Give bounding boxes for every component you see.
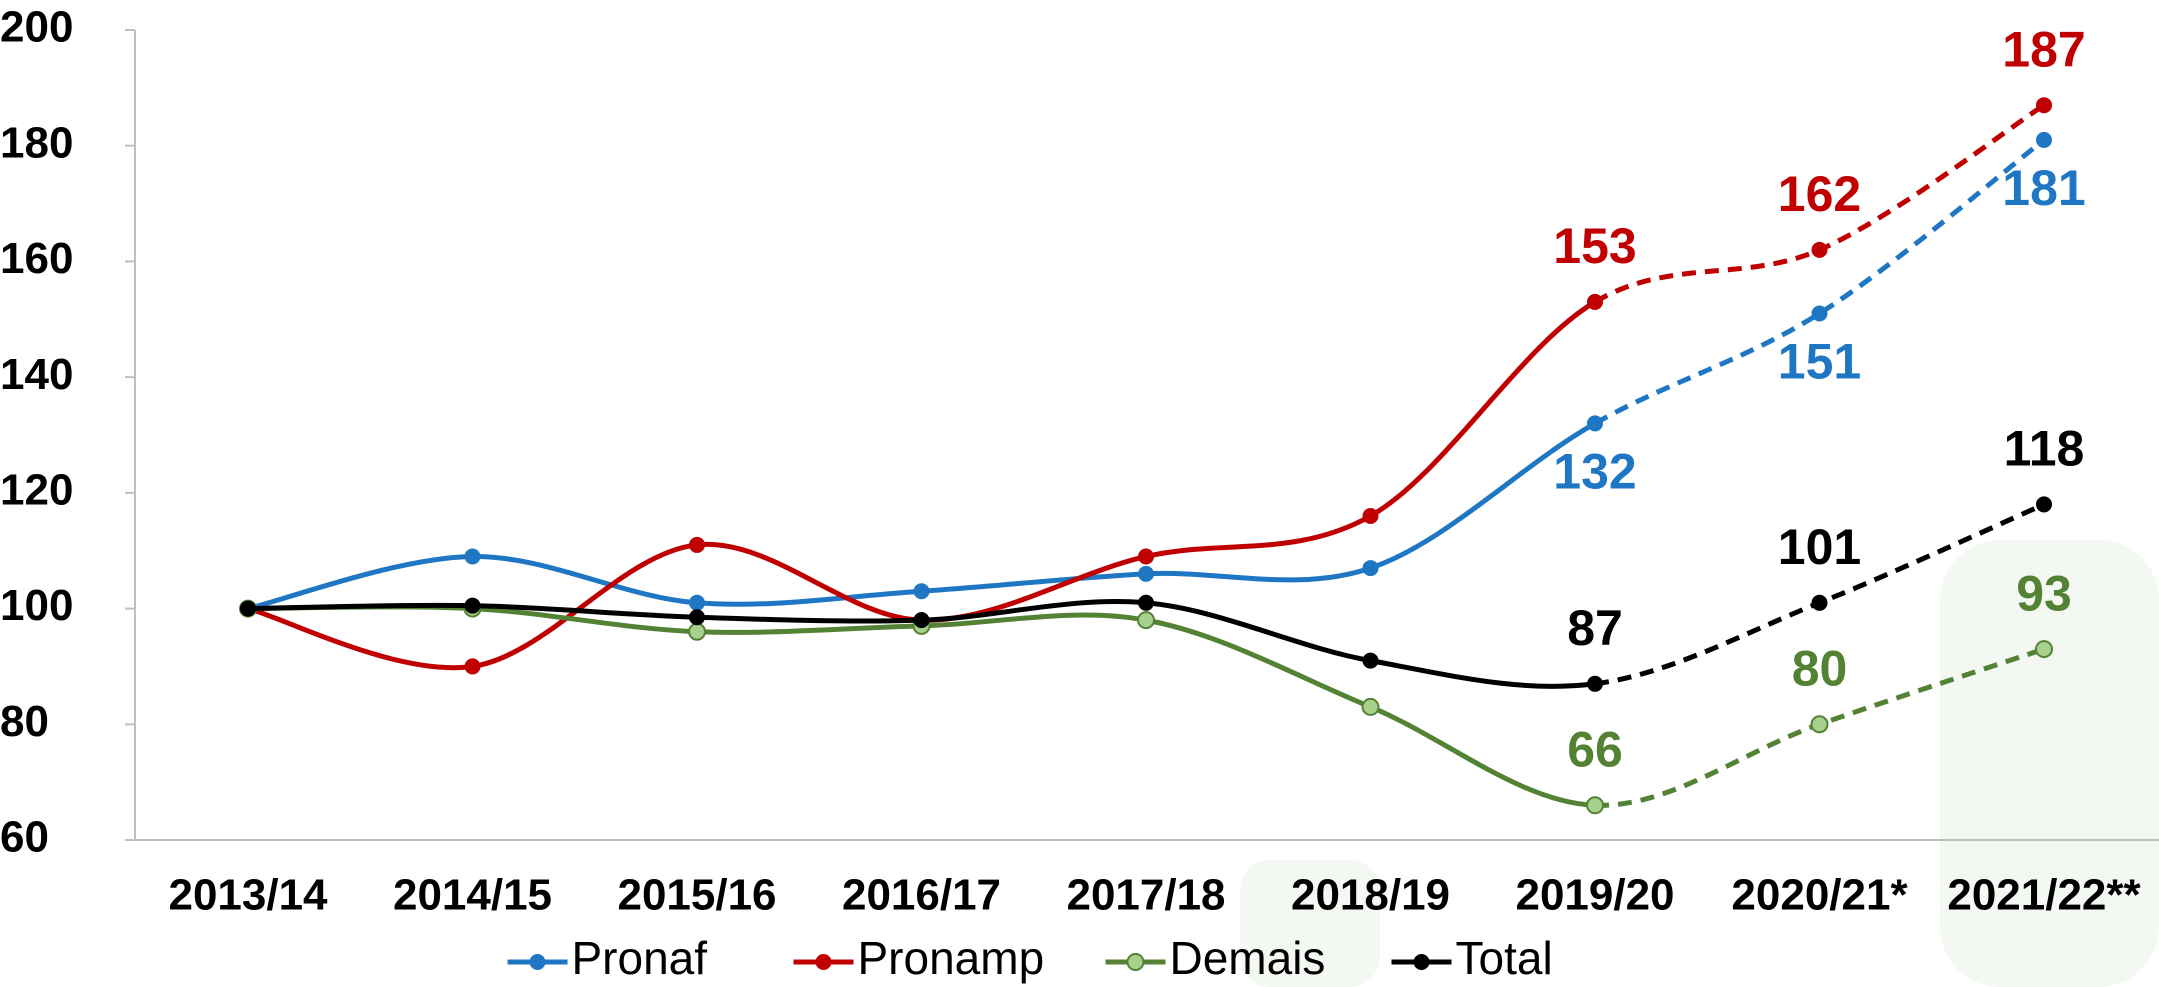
data-point (914, 583, 930, 599)
data-point (465, 549, 481, 565)
y-tick-label: 200 (0, 3, 73, 52)
data-label: 181 (2002, 160, 2085, 216)
y-tick-label: 100 (0, 581, 73, 630)
data-point (1812, 716, 1828, 732)
data-point (240, 601, 256, 617)
data-point (1363, 699, 1379, 715)
legend-marker (1128, 954, 1144, 970)
series-line (248, 607, 1595, 805)
chart: 60 80 100 120 140 160 180 200 2013/14 2014/15 2015… (0, 0, 2159, 987)
x-tick-label: 2021/22** (1947, 871, 2141, 920)
series-line (248, 423, 1595, 608)
data-point (1138, 595, 1154, 611)
legend-marker (1414, 954, 1430, 970)
data-point (1363, 653, 1379, 669)
data-point (689, 537, 705, 553)
data-point (689, 609, 705, 625)
data-point (914, 612, 930, 628)
data-point (1812, 595, 1828, 611)
x-tick-label: 2017/18 (1066, 871, 1225, 920)
data-label: 151 (1778, 334, 1861, 390)
data-point (2036, 641, 2052, 657)
data-label: 118 (2004, 421, 2085, 477)
data-point (1138, 612, 1154, 628)
data-label: 187 (2002, 21, 2085, 77)
y-tick-label: 140 (0, 350, 73, 399)
x-tick-label: 2014/15 (393, 871, 552, 920)
x-tick-label: 2020/21* (1731, 871, 1908, 920)
data-label: 153 (1553, 218, 1636, 274)
legend-marker (816, 954, 832, 970)
data-point (465, 658, 481, 674)
legend-label: Demais (1170, 932, 1326, 984)
data-point (1587, 797, 1603, 813)
y-tick-label: 160 (0, 234, 73, 283)
data-point (1587, 294, 1603, 310)
data-point (1138, 549, 1154, 565)
data-point (1138, 566, 1154, 582)
data-label: 93 (2016, 565, 2072, 621)
x-tick-label: 2016/17 (842, 871, 1001, 920)
data-label: 66 (1567, 721, 1623, 777)
legend-marker (530, 954, 546, 970)
data-point (465, 598, 481, 614)
data-point (2036, 97, 2052, 113)
data-point (689, 624, 705, 640)
x-tick-label: 2015/16 (617, 871, 776, 920)
x-tick-label: 2018/19 (1291, 871, 1450, 920)
data-point (1812, 306, 1828, 322)
y-tick-label: 120 (0, 465, 73, 514)
data-label: 132 (1553, 444, 1636, 500)
data-point (1587, 676, 1603, 692)
y-tick-label: 180 (0, 118, 73, 167)
legend-label: Total (1456, 932, 1553, 984)
data-point (1363, 560, 1379, 576)
data-point (2036, 132, 2052, 148)
data-point (1812, 242, 1828, 258)
legend-label: Pronaf (572, 932, 708, 984)
data-point (2036, 496, 2052, 512)
data-point (1587, 415, 1603, 431)
legend: Pronaf Pronamp Demais Total (508, 932, 1553, 984)
x-tick-label: 2019/20 (1515, 871, 1674, 920)
data-label: 101 (1778, 519, 1861, 575)
data-point (689, 595, 705, 611)
x-tick-label: 2013/14 (168, 871, 328, 920)
data-label: 87 (1567, 600, 1623, 656)
y-tick-label: 60 (0, 813, 49, 862)
data-label: 80 (1792, 640, 1848, 696)
legend-label: Pronamp (858, 932, 1045, 984)
data-label: 162 (1778, 166, 1861, 222)
y-tick-label: 80 (0, 697, 49, 746)
data-point (1363, 508, 1379, 524)
